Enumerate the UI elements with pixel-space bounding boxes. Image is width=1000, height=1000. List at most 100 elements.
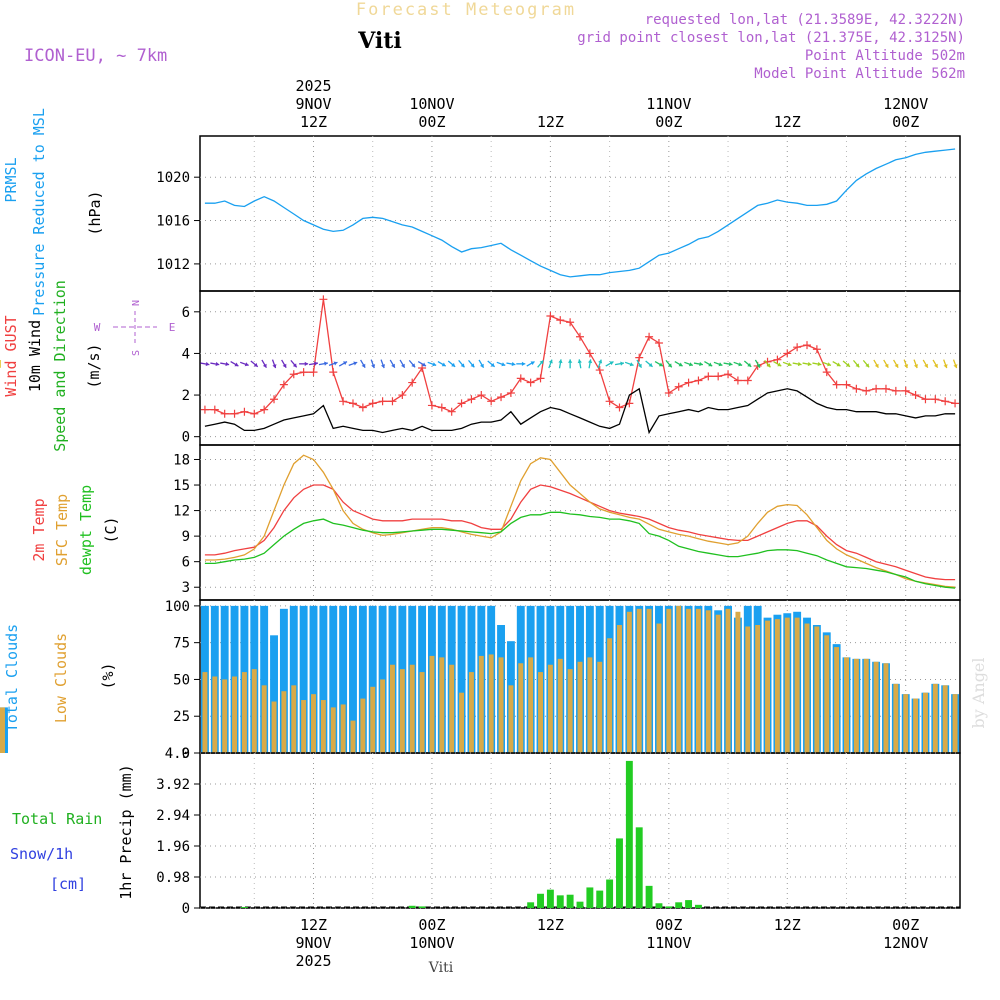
bottom-time-label: 12Z — [774, 916, 801, 934]
gust-marker — [724, 370, 733, 379]
gust-marker — [733, 376, 742, 385]
wind-arrow — [743, 360, 752, 368]
low-cloud-bar — [518, 663, 524, 753]
wind-arrow-head — [333, 361, 338, 366]
top-time-label: 11NOV — [646, 95, 691, 113]
gust-marker — [674, 382, 683, 391]
y-tick-label: 2 — [182, 388, 190, 404]
wind-arrow-head — [470, 363, 475, 368]
gust-marker — [773, 355, 782, 364]
low-cloud-bar — [320, 700, 326, 753]
low-cloud-bar — [824, 635, 830, 753]
wind-arrow-head — [688, 362, 693, 367]
gust-marker — [654, 339, 663, 348]
side-label: Pressure Reduced to MSL — [30, 108, 48, 316]
low-cloud-bar — [301, 700, 307, 753]
low-cloud-bar — [212, 676, 218, 753]
low-cloud-bar — [853, 658, 859, 753]
wind-arrow-head — [215, 361, 220, 367]
wind-arrow — [427, 361, 437, 367]
gust-marker — [615, 403, 624, 412]
low-cloud-bar — [626, 611, 632, 753]
y-tick-label: 75 — [173, 636, 190, 652]
wind-arrow-head — [380, 364, 385, 369]
wind-arrow — [873, 359, 879, 369]
rain-bar — [408, 905, 416, 908]
bottom-time-label: 11NOV — [646, 934, 691, 952]
low-cloud-bar — [814, 626, 820, 753]
wind-arrow-head — [304, 361, 309, 366]
total-cloud-bar — [349, 605, 357, 753]
wind-arrow — [842, 360, 851, 368]
panel-temperature: 3 6 9 12 15 18 2m Temp SFC Temp dewpt Temp (C) — [30, 444, 961, 601]
low-cloud-bar — [942, 685, 948, 753]
wind-arrow-head — [678, 362, 683, 367]
total-cloud-bar — [329, 605, 338, 753]
wind-arrow — [883, 359, 889, 369]
low-cloud-bar — [340, 704, 346, 753]
wind-arrow — [704, 361, 713, 367]
total-cloud-bar — [358, 605, 367, 753]
gust-marker — [694, 376, 703, 385]
wind-arrow-head — [205, 361, 210, 367]
low-cloud-bar — [547, 664, 553, 753]
gust-marker — [477, 391, 486, 400]
wind-arrow — [614, 361, 625, 366]
low-cloud-bar — [636, 608, 642, 753]
low-cloud-bar — [686, 608, 692, 753]
y-tick-label: 3 — [182, 580, 190, 596]
side-label: Total Clouds — [3, 624, 21, 732]
wind-arrow — [852, 359, 860, 368]
wind-arrow-head — [894, 363, 899, 368]
wind-arrow — [458, 359, 465, 368]
wind-arrow — [952, 359, 958, 369]
rain-bar — [596, 890, 604, 908]
low-cloud-bar — [330, 707, 336, 753]
wind-arrow — [506, 361, 516, 367]
y-tick-label: 1016 — [156, 214, 190, 230]
low-cloud-bar — [932, 683, 938, 753]
low-cloud-bar — [261, 685, 267, 753]
gust-marker — [408, 378, 417, 387]
bottom-time-label: 12Z — [300, 916, 327, 934]
low-cloud-bar — [715, 614, 721, 753]
low-cloud-bar — [222, 679, 228, 753]
gust-marker — [319, 295, 328, 304]
wind-arrow — [318, 361, 328, 366]
wind-arrow — [338, 361, 348, 367]
rain-bar — [665, 906, 673, 908]
wind-arrow — [380, 359, 385, 369]
wind-arrow-head — [934, 363, 938, 368]
wind-arrow — [684, 361, 694, 367]
wind-arrow-head — [699, 361, 703, 367]
low-cloud-bar — [646, 608, 652, 753]
rain-bar — [685, 900, 693, 908]
station-title: Viti — [357, 28, 402, 54]
gust-marker — [832, 380, 841, 389]
total-cloud-bar — [279, 608, 288, 753]
model-altitude: Model Point Altitude 562m — [754, 66, 965, 82]
low-cloud-bar — [656, 623, 662, 753]
panel-frame — [199, 135, 961, 292]
panel-frame — [199, 444, 961, 601]
y-tick-label: 1.96 — [156, 839, 190, 855]
wind-arrow — [558, 359, 563, 369]
side-label: [cm] — [50, 875, 86, 893]
wind-arrow-head — [567, 359, 573, 363]
wind-arrow-head — [480, 363, 484, 368]
gust-marker — [210, 405, 219, 414]
gust-marker — [951, 399, 960, 408]
footer-station: Viti — [428, 960, 454, 976]
y-tick-label: 6 — [182, 555, 190, 571]
gust-marker — [822, 368, 831, 377]
gust-marker — [803, 341, 812, 350]
compass-north: N — [131, 300, 142, 306]
low-cloud-bar — [478, 655, 484, 753]
top-time-label: 12NOV — [883, 95, 928, 113]
wind-arrow — [792, 361, 802, 367]
wind-arrow — [587, 359, 593, 369]
product-title: Forecast Meteogram — [356, 0, 576, 20]
series-line-prmsl — [204, 148, 956, 278]
top-time-label: 12Z — [537, 113, 564, 131]
gust-marker — [891, 386, 900, 395]
